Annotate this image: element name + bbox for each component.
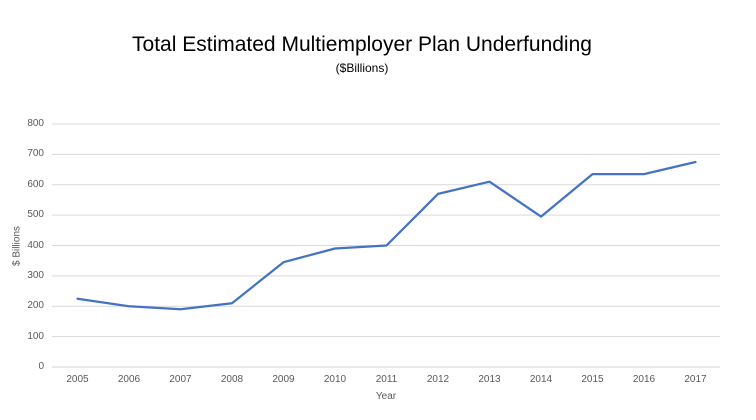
x-tick-label: 2007 [169,374,192,385]
x-tick-label: 2016 [632,374,656,385]
x-tick-label: 2013 [478,374,501,385]
x-tick-label: 2011 [375,374,398,385]
x-tick-label: 2008 [220,374,244,385]
y-tick-label: 100 [27,330,44,342]
y-tick-label: 800 [27,118,44,129]
x-tick-label: 2015 [581,374,604,385]
chart-subtitle: ($Billions) [335,61,389,75]
y-tick-label: 400 [27,239,44,251]
x-tick-label: 2012 [426,374,450,385]
x-tick-label: 2009 [272,374,295,385]
y-tick-label: 600 [27,178,44,190]
x-tick-label: 2010 [323,374,347,385]
chart-title: Total Estimated Multiemployer Plan Under… [132,33,592,56]
y-tick-label: 500 [27,209,44,221]
x-tick-label: 2005 [66,374,89,385]
x-tick-label: 2014 [529,374,553,385]
x-tick-label: 2017 [684,374,707,385]
x-axis-title: Year [375,391,397,402]
y-tick-label: 700 [27,148,44,160]
y-tick-label: 300 [27,269,44,281]
x-tick-label: 2006 [117,374,141,385]
y-tick-label: 0 [38,361,44,372]
data-line [76,160,697,311]
y-tick-label: 200 [27,300,44,312]
